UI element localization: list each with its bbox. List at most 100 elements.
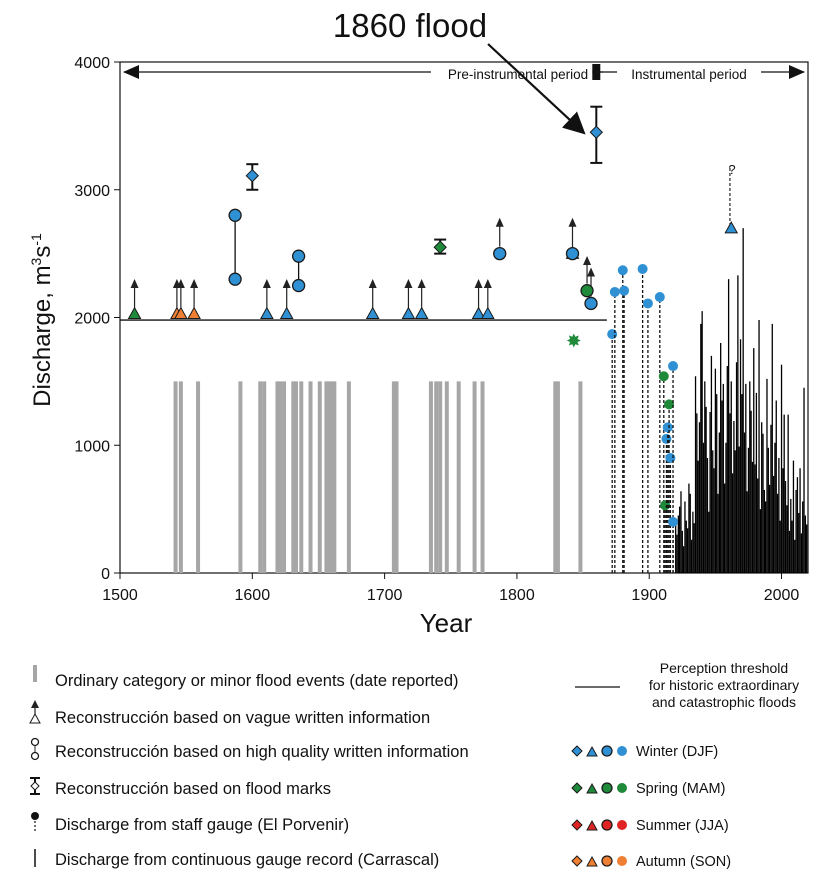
staff-gauge-point (607, 329, 618, 340)
vague-info-point (279, 306, 294, 319)
legend: Ordinary category or minor flood events … (29, 660, 799, 870)
vague-arrow-head (282, 279, 291, 289)
legend-label-staff_gauge: Discharge from staff gauge (El Porvenir) (55, 816, 349, 834)
y-axis-label-sup2: -1 (28, 233, 44, 246)
vague-arrow-head (474, 279, 483, 289)
question-mark: ? (728, 162, 735, 177)
staff-gauge-point (654, 292, 665, 303)
legend-season-circle (601, 782, 613, 794)
legend-threshold-text: Perception threshold (660, 660, 788, 676)
ordinary-event-bar (438, 381, 443, 573)
ordinary-event-bar (555, 381, 560, 573)
y-axis-label-main: Discharge, m (29, 265, 56, 406)
high-quality-point (580, 284, 594, 298)
staff-gauge-point (637, 263, 648, 274)
high-quality-point-high (291, 249, 306, 263)
legend-label-ordinary: Ordinary category or minor flood events … (55, 672, 459, 690)
flood-mark-point (245, 168, 260, 183)
y-tick-label: 0 (101, 566, 110, 583)
legend-season-circle (601, 745, 613, 757)
ordinary-event-bar (434, 381, 439, 573)
ordinary-event-bar (553, 381, 558, 573)
vague-info-point (401, 306, 416, 319)
x-tick-label: 1800 (499, 587, 535, 604)
high-quality-point (565, 246, 580, 261)
ordinary-event-bar (293, 381, 298, 573)
vague-info-point (174, 306, 188, 319)
y-axis-label-sup1: 3 (28, 257, 44, 265)
y-tick-label: 4000 (74, 55, 110, 72)
vague-arrow-head (483, 279, 492, 289)
high-quality-point (228, 272, 242, 286)
vague-arrow-head (495, 217, 504, 227)
ordinary-event-bar (238, 381, 243, 573)
legend-label-vague: Reconstrucción based on vague written in… (55, 709, 430, 727)
high-quality-point (493, 246, 507, 261)
vague-arrow-head (176, 279, 185, 289)
x-tick-label: 2000 (764, 587, 800, 604)
legend-season-label: Summer (JJA) (636, 818, 729, 834)
vague-arrow-head (262, 279, 271, 289)
ordinary-event-bar (428, 381, 433, 573)
spring-star-point (566, 333, 581, 348)
instrumental-label: Instrumental period (631, 67, 747, 82)
ordinary-event-bar (324, 381, 329, 573)
staff-gauge-point (617, 265, 628, 276)
ordinary-event-bar (480, 381, 485, 573)
high-quality-point (291, 278, 306, 293)
high-quality-point-high (228, 208, 242, 222)
ordinary-event-bar (196, 381, 201, 573)
y-axis-label: Discharge, m3s-1 (28, 233, 56, 407)
y-tick-label: 1000 (74, 438, 110, 455)
vague-arrow-head (404, 279, 413, 289)
legend-label-high_quality: Reconstrucción based on high quality wri… (55, 743, 469, 761)
y-axis-label-mid: s (29, 246, 56, 258)
legend-season-dot (617, 856, 627, 866)
ordinary-event-bar (391, 381, 396, 573)
flood-mark-point (589, 125, 604, 139)
legend-sym-hq-top (30, 737, 40, 747)
ordinary-event-bar (258, 381, 263, 573)
staff-gauge-point (661, 433, 672, 444)
legend-sym-hq-bottom (30, 751, 40, 761)
legend-season-diamond (571, 819, 583, 831)
ordinary-event-bar (282, 381, 287, 573)
ordinary-event-bar (178, 381, 183, 573)
x-axis-label: Year (420, 608, 473, 638)
ordinary-event-bar (332, 381, 337, 573)
pre-instrumental-label: Pre-instrumental period (448, 67, 588, 82)
ordinary-event-bar (317, 381, 322, 573)
legend-sym-marks-diamond (30, 781, 40, 791)
legend-threshold-text: for historic extraordinary (649, 677, 799, 693)
legend-season-triangle (586, 855, 598, 867)
legend-sym-vague-arrow (31, 700, 39, 708)
legend-season-dot (617, 783, 627, 793)
vague-arrow-head (368, 279, 377, 289)
vague-arrow-head (130, 279, 139, 289)
legend-label-continuous: Discharge from continuous gauge record (… (55, 851, 439, 869)
staff-gauge-point (668, 361, 679, 372)
legend-season-label: Winter (DJF) (636, 744, 718, 760)
ordinary-event-bar (346, 381, 351, 573)
ordinary-event-bar (578, 381, 583, 573)
period-arrowhead-right (789, 65, 805, 79)
legend-sym-staff-dot (31, 812, 39, 820)
vague-info-point (260, 306, 274, 319)
legend-season-dot (617, 746, 627, 756)
vague-arrow-head (583, 256, 592, 266)
annotation-arrow (487, 43, 586, 135)
staff-gauge-point (609, 286, 620, 297)
x-tick-label: 1500 (102, 587, 138, 604)
vague-arrow-head (190, 279, 199, 289)
vague-info-point (127, 306, 142, 319)
high-quality-point (584, 296, 598, 311)
vague-info-point (480, 306, 495, 319)
vague-info-point (724, 221, 739, 234)
vague-arrow-head (568, 217, 577, 227)
x-tick-label: 1600 (235, 587, 271, 604)
staff-gauge-point (662, 422, 673, 433)
ordinary-event-bar (456, 381, 461, 573)
staff-gauge-point (658, 371, 669, 382)
